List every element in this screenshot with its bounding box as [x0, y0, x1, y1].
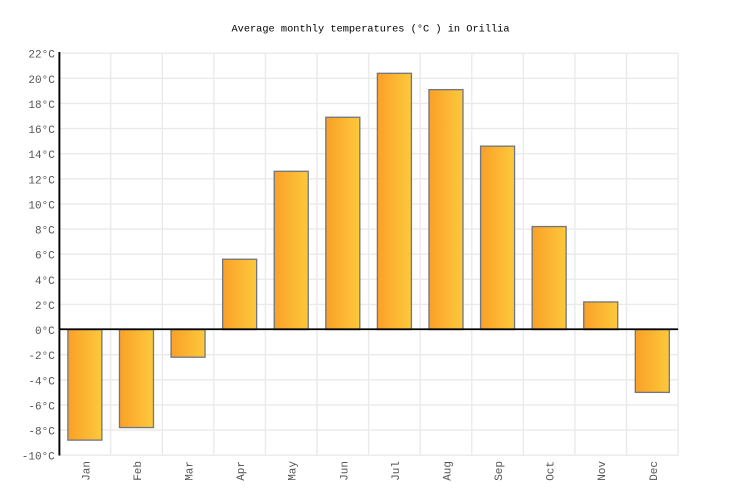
svg-text:14°C: 14°C [28, 150, 55, 162]
svg-text:6°C: 6°C [35, 251, 55, 263]
svg-text:Jan: Jan [81, 461, 93, 481]
svg-text:22°C: 22°C [28, 50, 55, 62]
svg-text:Oct: Oct [546, 461, 558, 481]
svg-text:Feb: Feb [133, 461, 145, 481]
svg-text:4°C: 4°C [35, 276, 55, 288]
svg-text:-8°C: -8°C [28, 427, 55, 439]
svg-text:-6°C: -6°C [28, 401, 55, 413]
svg-text:Mar: Mar [185, 461, 197, 481]
svg-text:Sep: Sep [494, 461, 506, 481]
svg-text:-10°C: -10°C [22, 452, 55, 464]
svg-text:Nov: Nov [597, 461, 609, 481]
svg-text:Jul: Jul [391, 461, 403, 481]
svg-text:10°C: 10°C [28, 200, 55, 212]
svg-text:18°C: 18°C [28, 100, 55, 112]
svg-text:-2°C: -2°C [28, 351, 55, 363]
svg-text:20°C: 20°C [28, 75, 55, 87]
svg-text:Aug: Aug [442, 461, 454, 481]
svg-text:Dec: Dec [649, 461, 661, 481]
svg-text:8°C: 8°C [35, 226, 55, 238]
svg-text:16°C: 16°C [28, 125, 55, 137]
svg-text:Jun: Jun [339, 461, 351, 481]
svg-text:-4°C: -4°C [28, 376, 55, 388]
svg-text:0°C: 0°C [35, 326, 55, 338]
svg-text:12°C: 12°C [28, 175, 55, 187]
svg-text:Apr: Apr [236, 461, 248, 481]
svg-text:2°C: 2°C [35, 301, 55, 313]
svg-text:May: May [288, 461, 300, 481]
svg-text:Average monthly temperatures (: Average monthly temperatures (°C ) in Or… [231, 24, 509, 36]
